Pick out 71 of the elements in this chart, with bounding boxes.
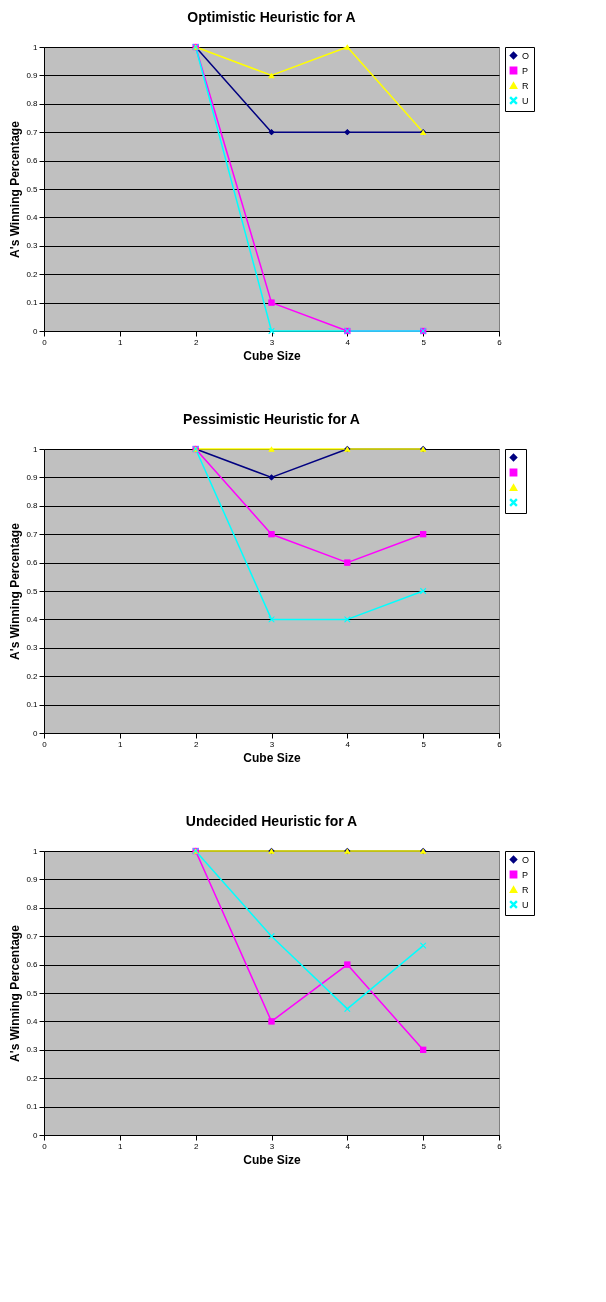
x-tick-label: 3 [269,337,275,347]
y-tick-label: 0.4 [26,212,39,222]
x-tick-label: 5 [421,337,427,347]
x-tick-label: 1 [118,739,124,749]
y-tick-label: 0.8 [26,903,39,913]
y-tick-label: 0.6 [26,156,39,166]
y-axis-title: A's Winning Percentage [8,924,23,1062]
x-tick-label: 1 [118,1141,124,1151]
y-tick-label: 0 [33,1130,39,1140]
legend-label: O [522,50,530,61]
y-tick-label: 0.8 [26,99,39,109]
legend-label: R [522,80,529,91]
x-axis-title: Cube Size [243,348,301,363]
y-tick-label: 0 [33,728,39,738]
chart-title: Optimistic Heuristic for A [187,9,356,25]
y-axis-title: A's Winning Percentage [8,120,23,258]
x-tick-label: 6 [497,1141,503,1151]
x-tick-label: 3 [269,1141,275,1151]
legend-label: R [522,884,529,895]
y-tick-label: 0.2 [26,671,39,681]
y-tick-label: 0.2 [26,269,39,279]
y-tick-label: 0.9 [26,70,39,80]
y-tick-label: 0.3 [26,1045,39,1055]
x-tick-label: 4 [345,1141,351,1151]
y-tick-label: 0.7 [26,931,39,941]
y-tick-label: 1 [33,42,39,52]
chart-title: Pessimistic Heuristic for A [183,411,360,427]
y-axis-title: A's Winning Percentage [8,522,23,660]
x-tick-label: 4 [345,739,351,749]
y-tick-label: 0.8 [26,501,39,511]
y-tick-label: 0 [33,326,39,336]
legend-label: P [522,869,529,880]
x-tick-label: 6 [497,337,503,347]
y-tick-label: 0.5 [26,988,39,998]
y-tick-label: 0.3 [26,643,39,653]
x-tick-label: 1 [118,337,124,347]
x-tick-label: 5 [421,1141,427,1151]
legend-label: O [522,854,530,865]
y-tick-label: 0.4 [26,614,39,624]
x-tick-label: 0 [42,337,48,347]
y-tick-label: 0.1 [26,298,39,308]
y-tick-label: 0.5 [26,586,39,596]
y-tick-label: 0.7 [26,127,39,137]
y-tick-label: 0.1 [26,700,39,710]
legend-label: U [522,95,529,106]
x-tick-label: 6 [497,739,503,749]
legend-label: U [522,899,529,910]
legend-label: P [522,65,529,76]
x-tick-label: 2 [193,1141,199,1151]
y-tick-label: 0.4 [26,1016,39,1026]
y-tick-label: 0.5 [26,184,39,194]
y-tick-label: 0.6 [26,960,39,970]
x-tick-label: 0 [42,739,48,749]
y-tick-label: 0.2 [26,1073,39,1083]
x-axis-title: Cube Size [243,750,301,765]
y-tick-label: 0.1 [26,1102,39,1112]
y-tick-label: 0.9 [26,874,39,884]
y-tick-label: 1 [33,444,39,454]
x-tick-label: 2 [193,739,199,749]
x-tick-label: 3 [269,739,275,749]
y-tick-label: 1 [33,846,39,856]
y-tick-label: 0.3 [26,241,39,251]
y-tick-label: 0.7 [26,529,39,539]
x-axis-title: Cube Size [243,1152,301,1167]
x-tick-label: 2 [193,337,199,347]
x-tick-label: 5 [421,739,427,749]
chart-title: Undecided Heuristic for A [185,813,358,829]
x-tick-label: 0 [42,1141,48,1151]
y-tick-label: 0.9 [26,472,39,482]
y-tick-label: 0.6 [26,558,39,568]
x-tick-label: 4 [345,337,351,347]
